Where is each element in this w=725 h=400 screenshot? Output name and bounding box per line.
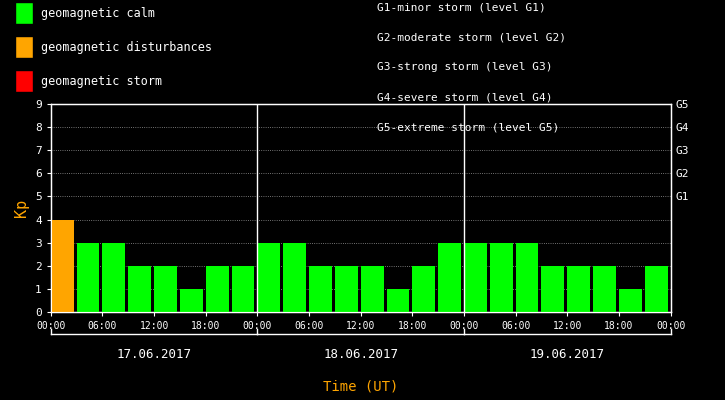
Bar bbox=[257, 243, 280, 312]
Bar bbox=[206, 266, 228, 312]
Y-axis label: Kp: Kp bbox=[14, 199, 30, 217]
Text: G2-moderate storm (level G2): G2-moderate storm (level G2) bbox=[377, 32, 566, 42]
Text: 17.06.2017: 17.06.2017 bbox=[117, 348, 191, 361]
Bar bbox=[593, 266, 616, 312]
Bar bbox=[180, 289, 203, 312]
Bar bbox=[154, 266, 177, 312]
Bar bbox=[542, 266, 564, 312]
Text: G3-strong storm (level G3): G3-strong storm (level G3) bbox=[377, 62, 552, 72]
Text: 18.06.2017: 18.06.2017 bbox=[323, 348, 398, 361]
Bar bbox=[283, 243, 306, 312]
Text: geomagnetic storm: geomagnetic storm bbox=[41, 74, 162, 88]
Bar bbox=[360, 266, 384, 312]
Text: geomagnetic disturbances: geomagnetic disturbances bbox=[41, 40, 212, 54]
Text: G4-severe storm (level G4): G4-severe storm (level G4) bbox=[377, 92, 552, 102]
Bar bbox=[464, 243, 486, 312]
Text: 19.06.2017: 19.06.2017 bbox=[530, 348, 605, 361]
Bar bbox=[128, 266, 151, 312]
Bar bbox=[645, 266, 668, 312]
Bar bbox=[619, 289, 642, 312]
Bar bbox=[335, 266, 357, 312]
Text: G5-extreme storm (level G5): G5-extreme storm (level G5) bbox=[377, 122, 559, 132]
Bar bbox=[77, 243, 99, 312]
Bar bbox=[231, 266, 254, 312]
Bar bbox=[490, 243, 513, 312]
Bar bbox=[413, 266, 435, 312]
Bar bbox=[671, 266, 693, 312]
Bar bbox=[567, 266, 590, 312]
Text: Time (UT): Time (UT) bbox=[323, 380, 398, 394]
Bar bbox=[102, 243, 125, 312]
Bar bbox=[438, 243, 461, 312]
Text: G1-minor storm (level G1): G1-minor storm (level G1) bbox=[377, 2, 546, 12]
Bar bbox=[386, 289, 410, 312]
Bar bbox=[309, 266, 332, 312]
Text: geomagnetic calm: geomagnetic calm bbox=[41, 6, 155, 20]
Bar bbox=[51, 220, 73, 312]
Bar bbox=[515, 243, 539, 312]
